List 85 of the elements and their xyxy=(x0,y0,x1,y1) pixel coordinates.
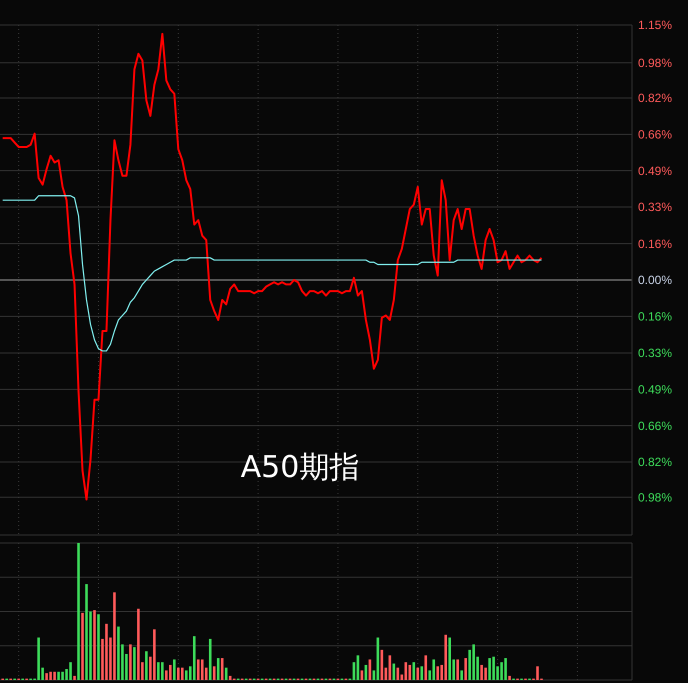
y-tick-label: 0.98% xyxy=(638,490,672,505)
annotation: A50期指 xyxy=(240,450,360,485)
bar xyxy=(444,634,448,680)
bar xyxy=(388,655,392,680)
y-tick-label: 0.98% xyxy=(638,56,672,70)
bar xyxy=(456,659,459,680)
y-tick-label: 0.82% xyxy=(638,455,672,470)
bar xyxy=(200,659,204,680)
bar xyxy=(117,626,120,680)
bar xyxy=(196,659,200,680)
bar xyxy=(73,676,76,680)
bar xyxy=(161,662,164,680)
bar xyxy=(77,543,80,680)
bar xyxy=(212,666,216,680)
bar xyxy=(228,676,232,680)
bar xyxy=(416,668,420,680)
y-tick-label: 0.66% xyxy=(638,418,672,433)
line-series xyxy=(2,32,542,501)
bar xyxy=(45,673,48,680)
bar xyxy=(364,664,368,680)
bar xyxy=(224,668,228,680)
bar xyxy=(484,668,487,680)
bar xyxy=(500,662,503,680)
bar xyxy=(192,636,196,680)
bar xyxy=(420,666,424,680)
bar xyxy=(396,668,400,680)
bar xyxy=(181,668,184,680)
bar xyxy=(408,664,412,680)
bar xyxy=(504,658,507,680)
bar xyxy=(360,670,364,680)
bar xyxy=(93,610,96,680)
bar xyxy=(424,655,428,680)
bar xyxy=(404,662,408,680)
bar xyxy=(173,659,176,680)
bar xyxy=(37,638,40,680)
y-tick-label: 0.66% xyxy=(638,128,672,142)
bar xyxy=(480,664,483,680)
bar xyxy=(69,662,72,680)
bar xyxy=(492,656,495,680)
line-series xyxy=(2,195,542,352)
bar xyxy=(153,629,156,680)
bar xyxy=(129,644,132,680)
y-tick-label: 0.16% xyxy=(638,310,672,324)
y-tick-label: 0.49% xyxy=(638,382,672,397)
bar xyxy=(216,658,220,680)
y-tick-label: 0.82% xyxy=(638,91,672,106)
bar xyxy=(49,672,52,680)
y-tick-label: 0.00% xyxy=(638,273,672,288)
bar xyxy=(376,638,380,680)
y-tick-label: 0.33% xyxy=(638,346,672,360)
bar xyxy=(53,672,56,680)
bar xyxy=(169,664,172,680)
bar xyxy=(536,666,539,680)
bar xyxy=(145,651,148,680)
bar xyxy=(356,655,360,680)
bar xyxy=(57,672,60,680)
bar xyxy=(184,670,188,680)
bar xyxy=(392,664,396,680)
bar xyxy=(436,666,440,680)
bar xyxy=(448,638,451,680)
bar xyxy=(177,668,180,680)
bar xyxy=(508,676,511,680)
bar xyxy=(220,658,224,680)
bar xyxy=(380,650,384,680)
y-tick-label: 0.33% xyxy=(638,200,672,214)
bar xyxy=(472,644,475,680)
bar xyxy=(105,624,108,680)
bar xyxy=(157,662,160,680)
bar xyxy=(85,584,88,680)
bar xyxy=(464,658,467,680)
bar xyxy=(133,647,136,680)
bar xyxy=(137,608,140,680)
bar xyxy=(61,672,64,680)
bar xyxy=(113,592,116,680)
bar xyxy=(208,638,212,680)
y-tick-label: 0.16% xyxy=(638,236,672,251)
y-tick-label: 0.49% xyxy=(638,164,672,178)
bar xyxy=(460,670,463,680)
bar xyxy=(81,612,84,680)
bar xyxy=(412,662,416,680)
bar xyxy=(432,659,436,680)
bar xyxy=(97,614,100,680)
y-tick-label: 1.15% xyxy=(638,18,672,32)
bar xyxy=(368,659,372,680)
bar xyxy=(488,658,491,680)
